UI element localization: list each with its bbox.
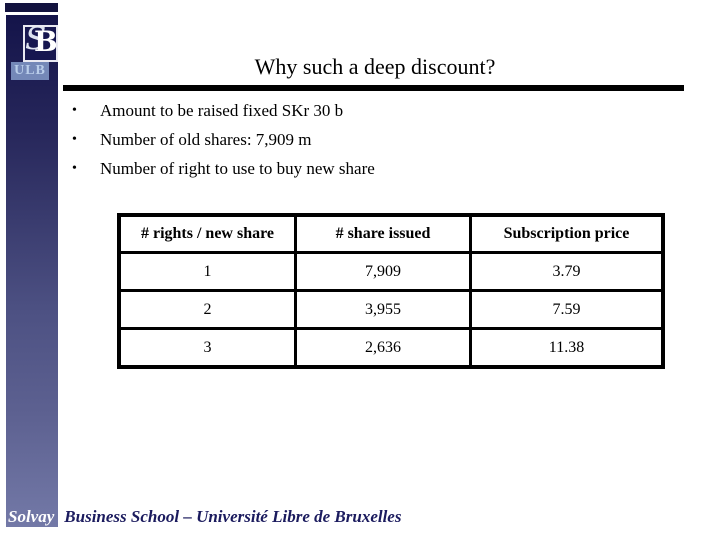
bullet-text: Number of old shares: 7,909 m: [100, 130, 312, 149]
table-header-row: # rights / new share # share issued Subs…: [117, 213, 665, 254]
cell-price: 7.59: [469, 289, 665, 330]
cell-rights: 1: [117, 251, 297, 292]
cell-rights: 2: [117, 289, 297, 330]
list-item: • Amount to be raised fixed SKr 30 b: [72, 102, 642, 120]
logo-monogram-b: B: [34, 25, 58, 58]
header-rights-per-share: # rights / new share: [117, 213, 297, 254]
footer-school-name: Business School – Université Libre de Br…: [64, 507, 402, 526]
bullet-icon: •: [72, 161, 77, 176]
table-row: 1 7,909 3.79: [117, 251, 665, 292]
bullet-icon: •: [72, 103, 77, 118]
list-item: • Number of right to use to buy new shar…: [72, 160, 642, 178]
cell-price: 3.79: [469, 251, 665, 292]
cell-shares: 3,955: [294, 289, 472, 330]
cell-price: 11.38: [469, 327, 665, 369]
title-underline: [63, 85, 684, 91]
bullet-list: • Amount to be raised fixed SKr 30 b • N…: [72, 102, 642, 189]
bullet-icon: •: [72, 132, 77, 147]
page-title: Why such a deep discount?: [254, 54, 496, 79]
ulb-wordmark: ULB: [11, 62, 49, 80]
bullet-text: Amount to be raised fixed SKr 30 b: [100, 101, 344, 120]
bullet-text: Number of right to use to buy new share: [100, 159, 375, 178]
header-subscription-price: Subscription price: [469, 213, 665, 254]
ulb-logo-icon: S B: [23, 25, 58, 62]
logo-monogram-s: S: [25, 25, 47, 57]
cell-shares: 7,909: [294, 251, 472, 292]
cell-rights: 3: [117, 327, 297, 369]
footer-brand: Solvay: [8, 507, 55, 526]
list-item: • Number of old shares: 7,909 m: [72, 131, 642, 149]
table-row: 2 3,955 7.59: [117, 289, 665, 330]
top-accent-bar: [5, 3, 58, 12]
cell-shares: 2,636: [294, 327, 472, 369]
header-shares-issued: # share issued: [294, 213, 472, 254]
table-row: 3 2,636 11.38: [117, 327, 665, 369]
slide-footer: Solvay Business School – Université Libr…: [8, 507, 401, 527]
subscription-price-table: # rights / new share # share issued Subs…: [117, 213, 665, 369]
sidebar-gradient-panel: [6, 15, 58, 527]
